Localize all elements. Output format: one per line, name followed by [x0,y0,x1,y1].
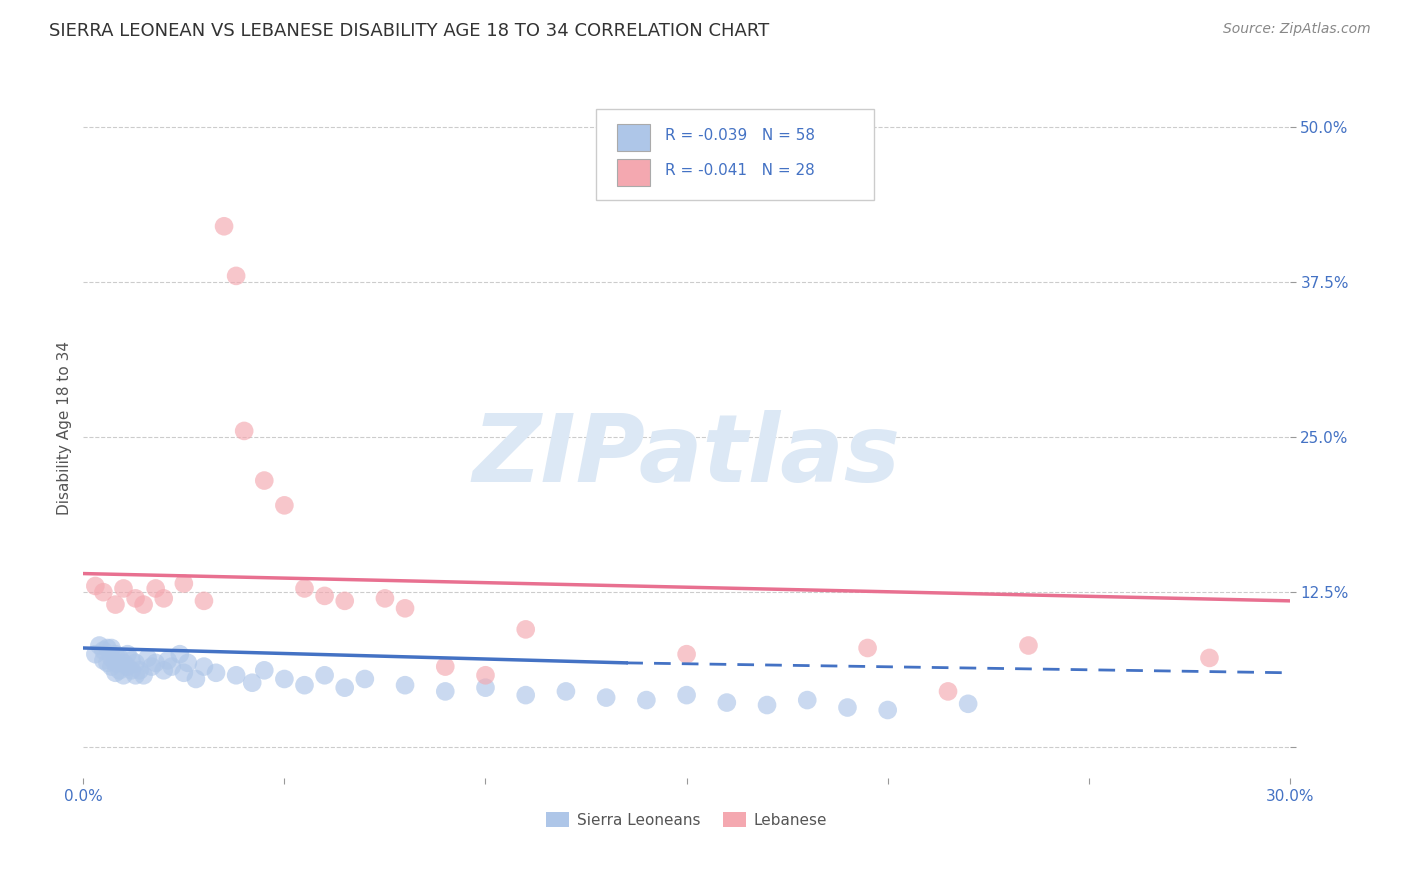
Point [128,663,150,677]
Point [124,656,146,670]
Point [273,499,295,513]
Point [314,589,336,603]
Point [104,656,127,670]
Point [595,690,617,705]
Point [152,663,174,677]
Point [104,647,127,661]
Point [394,601,416,615]
FancyBboxPatch shape [617,124,651,151]
Point [108,651,131,665]
Point [104,665,127,680]
Point [112,582,135,596]
Text: SIERRA LEONEAN VS LEBANESE DISABILITY AGE 18 TO 34 CORRELATION CHART: SIERRA LEONEAN VS LEBANESE DISABILITY AG… [49,22,769,40]
Point [957,697,980,711]
Point [100,659,122,673]
Point [112,668,135,682]
Point [173,665,195,680]
Legend: Sierra Leoneans, Lebanese: Sierra Leoneans, Lebanese [540,805,834,834]
Point [796,693,818,707]
Point [936,684,959,698]
Point [104,598,127,612]
Point [117,659,139,673]
Point [112,656,135,670]
Point [84,647,107,661]
Point [716,696,738,710]
Point [225,268,247,283]
Point [876,703,898,717]
Point [756,698,779,712]
FancyBboxPatch shape [596,109,873,200]
Point [132,598,155,612]
Point [675,647,697,661]
Point [117,647,139,661]
Point [124,668,146,682]
Point [141,659,163,673]
Point [837,700,859,714]
Point [333,681,356,695]
Point [225,668,247,682]
Point [193,594,215,608]
Point [84,579,107,593]
Point [96,656,118,670]
Point [394,678,416,692]
Point [145,656,167,670]
Point [273,672,295,686]
Point [93,643,115,657]
Point [108,663,131,677]
Point [1017,639,1039,653]
Point [156,653,179,667]
Point [294,678,316,692]
Point [233,424,256,438]
Y-axis label: Disability Age 18 to 34: Disability Age 18 to 34 [58,341,72,515]
Point [93,585,115,599]
Point [636,693,658,707]
Point [205,665,228,680]
Point [145,582,167,596]
Point [675,688,697,702]
Point [93,653,115,667]
Point [132,668,155,682]
Point [253,663,276,677]
Point [100,640,122,655]
Point [184,672,207,686]
Point [124,591,146,606]
Point [89,639,111,653]
Point [177,656,200,670]
Point [856,640,879,655]
Text: ZIPatlas: ZIPatlas [472,409,901,502]
Point [121,663,143,677]
Point [515,623,537,637]
Point [474,668,496,682]
Point [193,659,215,673]
Point [1198,651,1220,665]
Point [294,582,316,596]
Point [515,688,537,702]
Point [374,591,396,606]
Point [136,651,159,665]
Point [314,668,336,682]
Text: R = -0.039   N = 58: R = -0.039 N = 58 [665,128,815,143]
Point [434,684,457,698]
FancyBboxPatch shape [617,160,651,186]
Point [169,647,191,661]
Text: R = -0.041   N = 28: R = -0.041 N = 28 [665,163,814,178]
Text: Source: ZipAtlas.com: Source: ZipAtlas.com [1223,22,1371,37]
Point [121,653,143,667]
Point [173,576,195,591]
Point [555,684,578,698]
Point [333,594,356,608]
Point [240,675,263,690]
Point [474,681,496,695]
Point [434,659,457,673]
Point [212,219,235,234]
Point [96,640,118,655]
Point [253,474,276,488]
Point [152,591,174,606]
Point [100,651,122,665]
Point [160,659,183,673]
Point [353,672,375,686]
